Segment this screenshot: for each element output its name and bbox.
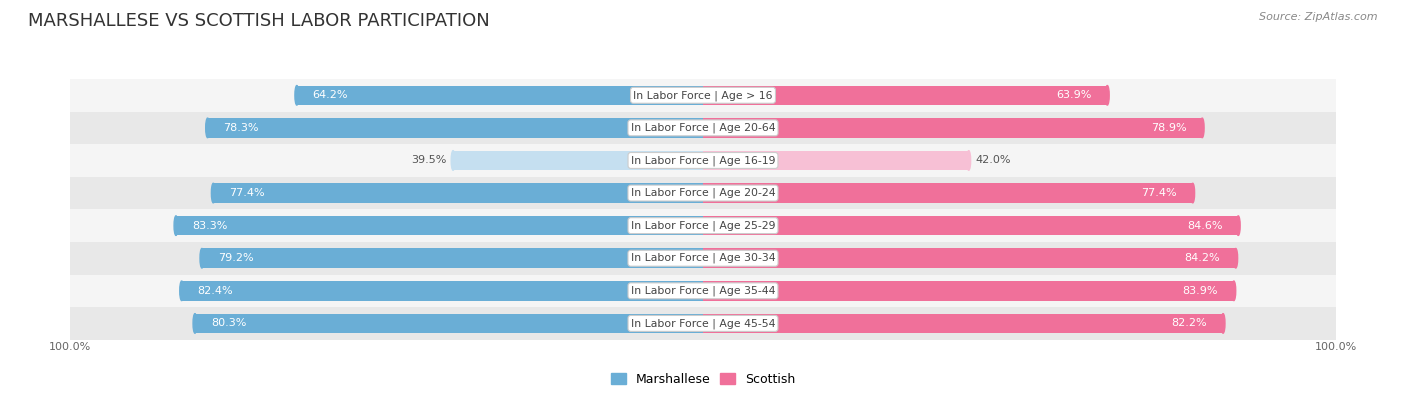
Bar [176,216,703,235]
Bar [703,151,969,170]
Text: 39.5%: 39.5% [412,156,447,166]
Bar [703,216,1239,235]
Bar [703,85,1108,105]
Circle shape [295,86,298,105]
Circle shape [1234,248,1237,268]
Bar [703,183,1192,203]
Circle shape [180,281,184,301]
Text: 78.3%: 78.3% [224,123,259,133]
Bar [70,79,1336,111]
Text: In Labor Force | Age > 16: In Labor Force | Age > 16 [633,90,773,101]
Text: In Labor Force | Age 16-19: In Labor Force | Age 16-19 [631,155,775,166]
Text: In Labor Force | Age 30-34: In Labor Force | Age 30-34 [631,253,775,263]
Circle shape [1191,183,1195,203]
Text: 63.9%: 63.9% [1056,90,1091,100]
Text: 84.2%: 84.2% [1184,253,1220,263]
Bar [70,112,1336,144]
Bar [703,314,1223,333]
Legend: Marshallese, Scottish: Marshallese, Scottish [606,368,800,391]
Circle shape [1201,118,1204,138]
Text: 77.4%: 77.4% [229,188,264,198]
Circle shape [193,314,197,333]
Bar [703,248,1236,268]
Bar [297,85,703,105]
Text: In Labor Force | Age 45-54: In Labor Force | Age 45-54 [631,318,775,329]
Text: 42.0%: 42.0% [976,156,1011,166]
Circle shape [211,183,215,203]
Bar [70,209,1336,242]
Bar [70,242,1336,275]
Text: 64.2%: 64.2% [312,90,349,100]
Bar [70,144,1336,177]
Text: 77.4%: 77.4% [1142,188,1177,198]
Text: Source: ZipAtlas.com: Source: ZipAtlas.com [1260,12,1378,22]
Text: 78.9%: 78.9% [1150,123,1187,133]
Circle shape [1222,314,1225,333]
Text: In Labor Force | Age 25-29: In Labor Force | Age 25-29 [631,220,775,231]
Circle shape [205,118,209,138]
Text: 80.3%: 80.3% [211,318,246,328]
Bar [202,248,703,268]
Text: In Labor Force | Age 20-24: In Labor Force | Age 20-24 [631,188,775,198]
Bar [181,281,703,301]
Text: 84.6%: 84.6% [1187,221,1222,231]
Circle shape [1236,216,1240,235]
Text: 82.2%: 82.2% [1171,318,1208,328]
Text: 83.9%: 83.9% [1182,286,1218,296]
Circle shape [967,150,970,170]
Bar [70,177,1336,209]
Circle shape [200,248,204,268]
Text: MARSHALLESE VS SCOTTISH LABOR PARTICIPATION: MARSHALLESE VS SCOTTISH LABOR PARTICIPAT… [28,12,489,30]
Text: In Labor Force | Age 35-44: In Labor Force | Age 35-44 [631,286,775,296]
Bar [453,151,703,170]
Bar [208,118,703,138]
Bar [214,183,703,203]
Circle shape [1232,281,1236,301]
Text: 82.4%: 82.4% [197,286,233,296]
Text: In Labor Force | Age 20-64: In Labor Force | Age 20-64 [631,122,775,133]
Text: 83.3%: 83.3% [191,221,228,231]
Bar [70,275,1336,307]
Bar [703,118,1202,138]
Bar [703,281,1234,301]
Bar [70,307,1336,340]
Bar [195,314,703,333]
Text: 79.2%: 79.2% [218,253,253,263]
Circle shape [451,150,456,170]
Circle shape [174,216,177,235]
Circle shape [1105,86,1109,105]
